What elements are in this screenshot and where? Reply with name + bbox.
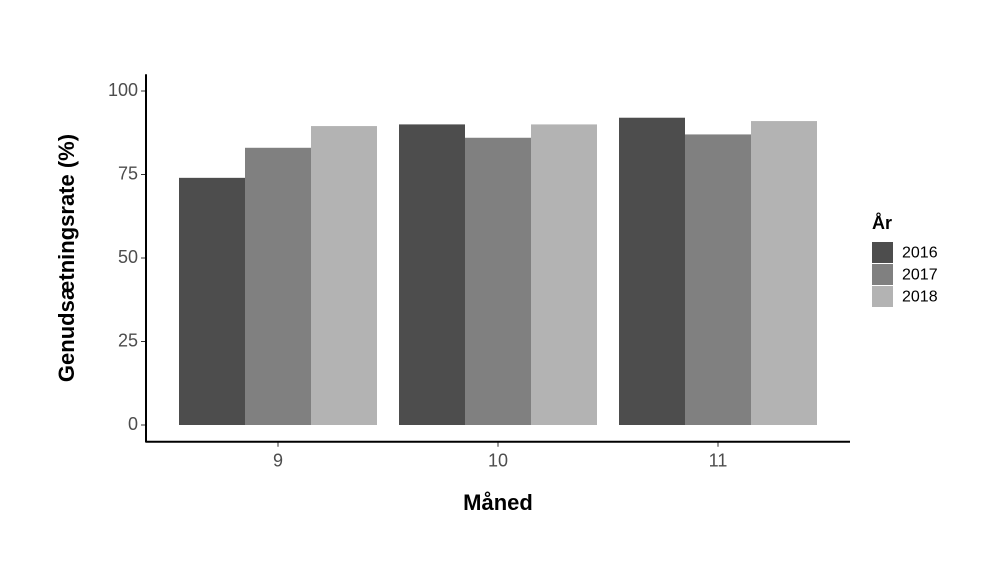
x-tick-label: 9 — [273, 450, 283, 470]
x-axis-title: Måned — [463, 490, 533, 515]
x-tick-label: 11 — [709, 450, 728, 470]
legend-label: 2016 — [902, 245, 938, 262]
y-tick-label: 50 — [118, 247, 138, 267]
legend-key — [872, 286, 893, 307]
bar — [531, 124, 597, 426]
bar — [619, 117, 685, 425]
bar — [311, 126, 377, 425]
bar — [685, 134, 751, 426]
legend-label: 2018 — [902, 289, 938, 306]
bar — [751, 121, 817, 425]
legend-title: År — [872, 213, 892, 233]
legend-key — [872, 264, 893, 285]
bar — [179, 177, 245, 425]
legend-key — [872, 242, 893, 263]
y-tick-label: 75 — [118, 163, 138, 183]
y-axis-title: Genudsætningsrate (%) — [54, 134, 79, 382]
y-tick-label: 100 — [108, 80, 138, 100]
legend-label: 2017 — [902, 267, 938, 284]
bar — [465, 137, 531, 425]
bar — [399, 124, 465, 426]
bar — [245, 147, 311, 425]
y-tick-label: 25 — [118, 330, 138, 350]
y-tick-label: 0 — [128, 414, 138, 434]
x-tick-label: 10 — [488, 450, 508, 470]
